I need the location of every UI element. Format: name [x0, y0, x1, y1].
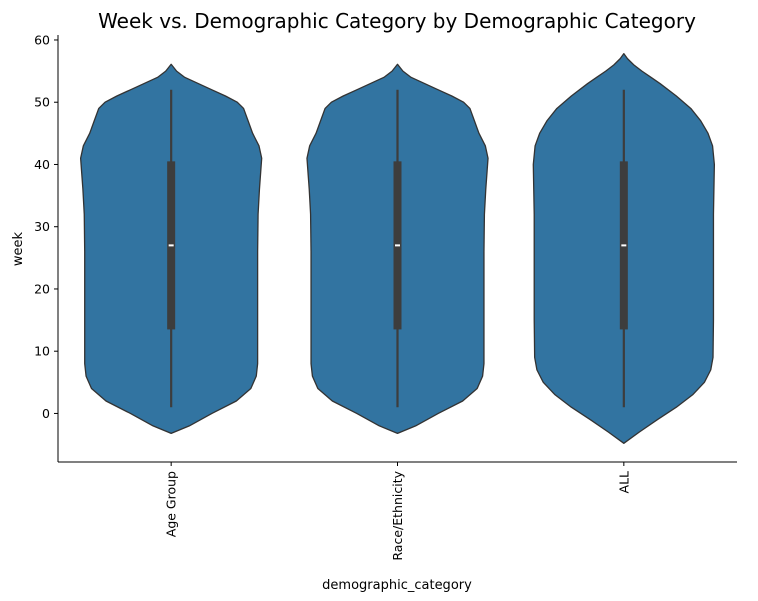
- y-tick-label: 40: [34, 157, 50, 172]
- y-tick-label: 50: [34, 95, 50, 110]
- y-tick-label: 0: [42, 406, 50, 421]
- y-tick-label: 30: [34, 219, 50, 234]
- y-tick-label: 10: [34, 344, 50, 359]
- x-axis: Age Group Race/Ethnicity ALL: [58, 461, 737, 561]
- x-tick-label: Race/Ethnicity: [390, 470, 405, 560]
- plot-area: [79, 53, 716, 444]
- chart-title: Week vs. Demographic Category by Demogra…: [98, 9, 696, 33]
- y-tick-label: 20: [34, 281, 50, 296]
- x-tick-label: ALL: [616, 471, 631, 494]
- y-axis: 0 10 20 30 40 50 60: [34, 32, 59, 462]
- y-tick-label: 60: [34, 32, 50, 47]
- y-axis-title: week: [11, 231, 26, 266]
- x-axis-title: demographic_category: [322, 578, 472, 593]
- x-tick-label: Age Group: [164, 471, 179, 537]
